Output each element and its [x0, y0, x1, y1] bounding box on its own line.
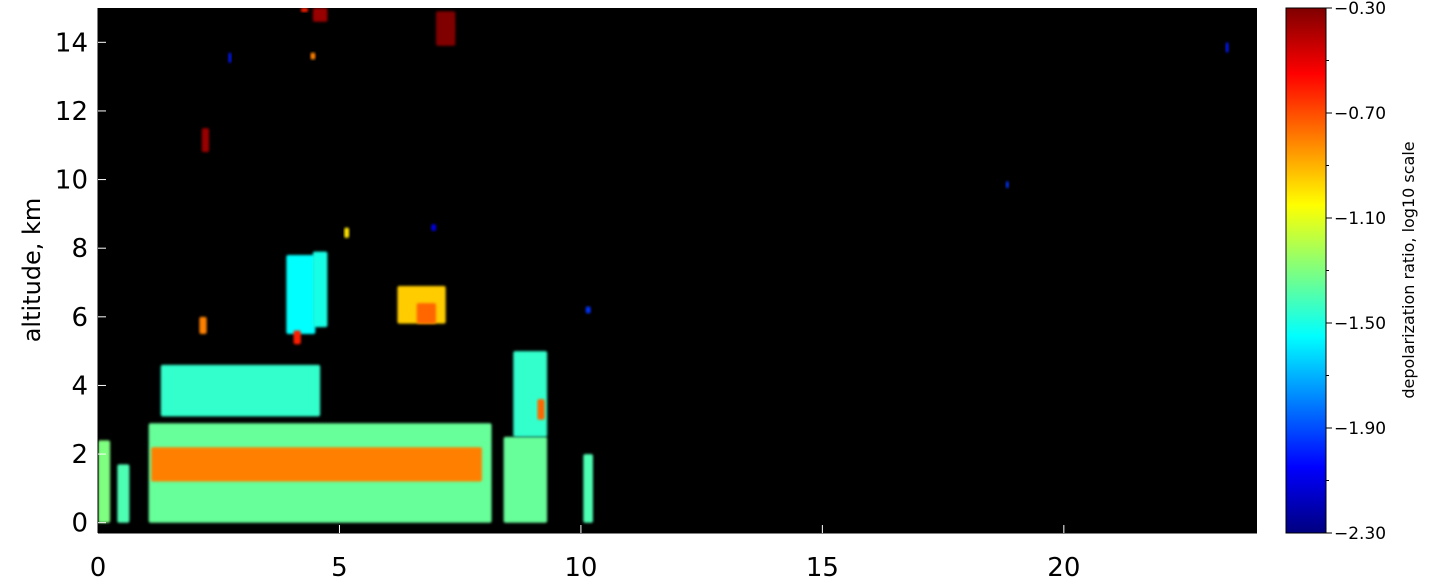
- data-patch-24: [1225, 42, 1229, 53]
- data-patch-4: [503, 436, 548, 523]
- colorbar-tick-label-0: −0.30: [1334, 0, 1386, 19]
- y-tick-label-8: 8: [71, 234, 88, 264]
- data-patch-17: [300, 8, 309, 12]
- x-tick-label-5: 5: [331, 553, 348, 583]
- data-patch-26: [585, 306, 591, 314]
- data-patch-16: [443, 18, 453, 36]
- colorbar-tick-label-4: −1.90: [1334, 419, 1386, 439]
- data-patch-3: [117, 464, 130, 523]
- y-tick-label-10: 10: [55, 166, 88, 196]
- data-patch-2: [98, 440, 111, 523]
- colorbar: [1285, 7, 1327, 534]
- data-patch-5: [513, 351, 548, 437]
- x-tick-label-10: 10: [564, 553, 597, 583]
- data-patch-7: [583, 454, 593, 523]
- y-tick-label-0: 0: [71, 509, 88, 539]
- y-tick-label-2: 2: [71, 440, 88, 470]
- x-tick-label-15: 15: [806, 553, 839, 583]
- y-tick-label-4: 4: [71, 371, 88, 401]
- data-patch-1: [151, 447, 482, 482]
- y-tick-label-14: 14: [55, 28, 88, 58]
- data-patch-18: [199, 316, 207, 334]
- data-patch-13: [201, 128, 210, 153]
- data-patch-20: [344, 227, 350, 238]
- data-patch-25: [1005, 181, 1009, 189]
- y-axis-label: altitude, km: [18, 198, 46, 343]
- colorbar-tick-label-3: −1.50: [1334, 314, 1386, 334]
- data-patch-14: [312, 8, 328, 22]
- y-tick-label-12: 12: [55, 97, 88, 127]
- colorbar-tick-label-2: −1.10: [1334, 209, 1386, 229]
- y-tick-label-6: 6: [71, 303, 88, 333]
- data-patch-6: [537, 399, 545, 420]
- data-patch-12: [416, 303, 437, 324]
- x-tick-label-0: 0: [90, 553, 107, 583]
- colorbar-tick-label-1: −0.70: [1334, 104, 1386, 124]
- colorbar-tick-label-5: −2.30: [1334, 524, 1386, 544]
- data-patch-23: [431, 224, 437, 232]
- data-patch-10: [312, 251, 328, 328]
- x-tick-label-20: 20: [1047, 553, 1080, 583]
- data-patch-19: [293, 330, 301, 345]
- colorbar-label: depolarization ratio, log10 scale: [1399, 141, 1418, 398]
- data-patch-22: [228, 52, 232, 63]
- data-patch-21: [310, 52, 316, 60]
- data-patch-9: [286, 255, 316, 334]
- data-patch-8: [160, 364, 321, 417]
